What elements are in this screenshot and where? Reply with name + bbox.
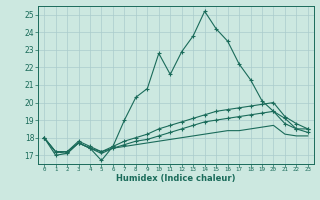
X-axis label: Humidex (Indice chaleur): Humidex (Indice chaleur) (116, 174, 236, 183)
